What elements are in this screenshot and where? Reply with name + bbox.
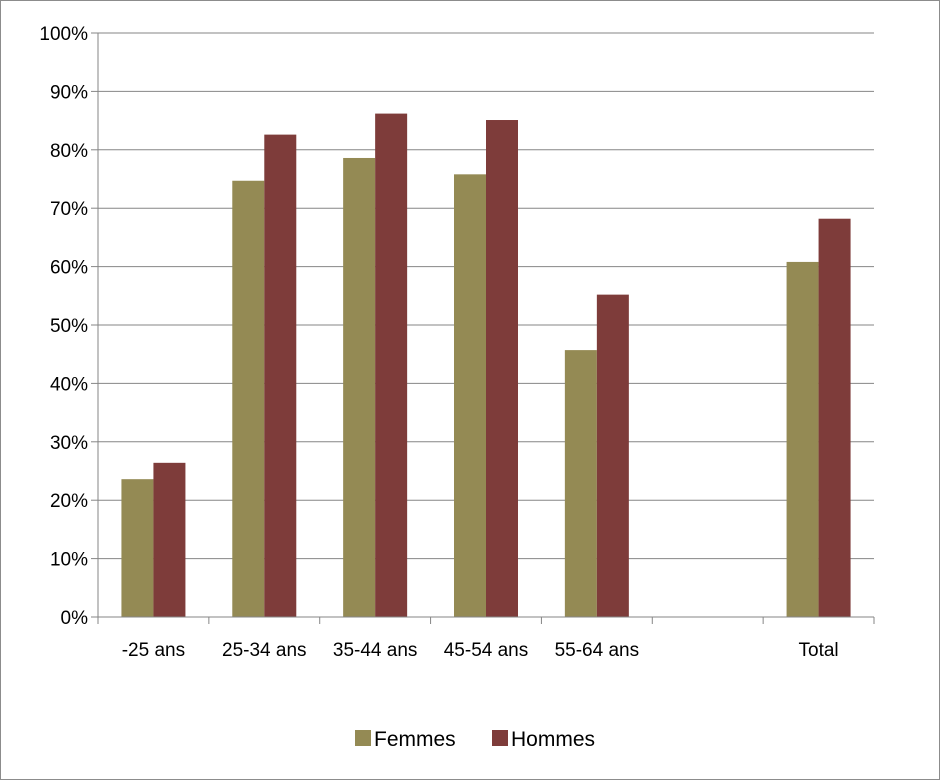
- bar-hommes: [596, 294, 629, 617]
- x-tick-label: -25 ans: [122, 640, 185, 661]
- y-tick-label: 30%: [50, 433, 88, 454]
- y-tick-label: 80%: [50, 141, 88, 162]
- bar-femmes: [232, 180, 265, 617]
- y-tick-label: 100%: [39, 24, 88, 45]
- axes: [91, 32, 875, 624]
- x-tick-label: 55-64 ans: [555, 640, 640, 661]
- y-tick-label: 50%: [50, 316, 88, 337]
- x-tick-label: Total: [799, 640, 839, 661]
- bar-hommes: [486, 120, 518, 618]
- bar-hommes: [375, 113, 408, 617]
- bar-femmes: [786, 261, 819, 617]
- legend-label-hommes: Hommes: [511, 728, 595, 751]
- x-tick-label: 45-54 ans: [444, 640, 529, 661]
- bar-hommes: [818, 218, 851, 617]
- bar-femmes: [343, 157, 376, 617]
- y-tick-label: 0%: [61, 608, 89, 629]
- bar-hommes: [153, 462, 186, 617]
- bar-hommes: [264, 134, 297, 617]
- y-tick-label: 70%: [50, 199, 88, 220]
- x-tick-label: 35-44 ans: [333, 640, 418, 661]
- y-tick-label: 60%: [50, 258, 88, 279]
- y-tick-label: 40%: [50, 374, 88, 395]
- y-tick-label: 20%: [50, 491, 88, 512]
- bar-femmes: [121, 479, 154, 617]
- legend-label-femmes: Femmes: [374, 728, 456, 751]
- x-tick-label: 25-34 ans: [222, 640, 307, 661]
- legend-swatch-femmes: [355, 730, 371, 746]
- y-tick-label: 10%: [50, 550, 88, 571]
- y-tick-label: 90%: [50, 82, 88, 103]
- gridlines: [98, 32, 874, 560]
- bar-femmes: [564, 350, 597, 617]
- y-tick-labels: 0% 10% 20% 30% 40% 50% 60% 70% 80% 90% 100%: [39, 24, 88, 629]
- x-tick-labels: -25 ans 25-34 ans 35-44 ans 45-54 ans 55-64 …: [122, 640, 839, 661]
- bars: [121, 113, 851, 618]
- legend-swatch-hommes: [492, 730, 508, 746]
- legend: Femmes Hommes: [355, 728, 595, 751]
- bar-femmes: [454, 174, 486, 617]
